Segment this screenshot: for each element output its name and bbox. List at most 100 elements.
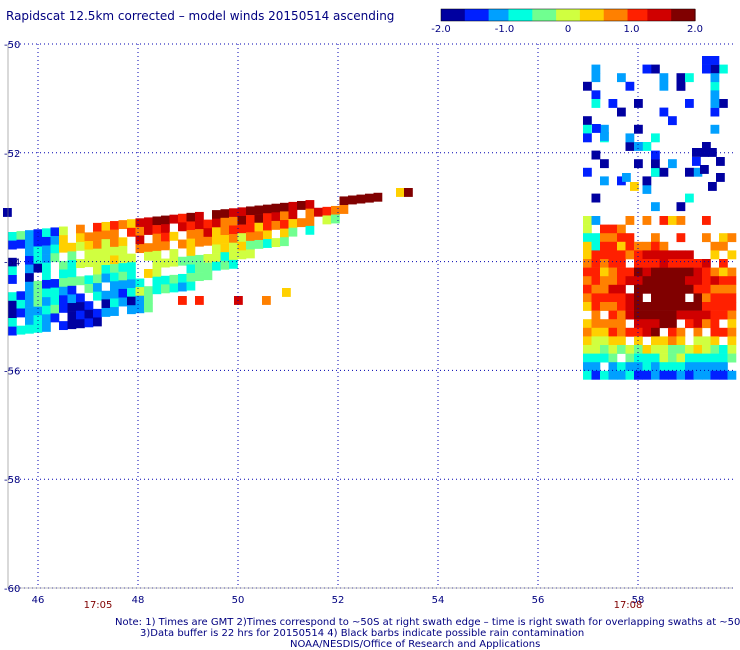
data-cell	[634, 310, 643, 320]
data-cell	[152, 225, 162, 234]
x-tick-label: 56	[532, 595, 545, 606]
data-cell	[634, 250, 643, 260]
data-cell	[195, 237, 204, 247]
colorbar-segment	[484, 9, 490, 21]
data-cell	[365, 193, 374, 203]
data-cell	[118, 263, 128, 273]
data-cell	[719, 362, 728, 372]
data-cell	[50, 304, 60, 314]
data-cell	[617, 293, 626, 303]
data-cell	[84, 309, 94, 319]
colorbar-segment	[691, 9, 696, 21]
data-cell	[634, 284, 643, 294]
data-cell	[583, 259, 592, 268]
data-cell	[110, 272, 119, 282]
data-cell	[583, 370, 592, 380]
data-cell	[591, 336, 601, 346]
colorbar-tick-label: 2.0	[687, 24, 703, 35]
data-cell	[186, 273, 196, 282]
data-cell	[710, 107, 720, 117]
footnote-line-2: 3)Data buffer is 22 hrs for 20150514 4) …	[140, 628, 584, 639]
data-cell	[76, 276, 85, 286]
data-cell	[8, 300, 17, 310]
data-cell	[50, 236, 60, 245]
data-cell	[710, 362, 720, 372]
data-cell	[600, 159, 609, 169]
colorbar-segment	[540, 9, 545, 21]
data-cell	[659, 336, 669, 346]
data-cell	[676, 81, 686, 91]
data-cell	[254, 222, 264, 232]
data-cell	[659, 370, 669, 380]
data-cell	[659, 362, 669, 372]
data-cell	[659, 319, 669, 329]
data-cell	[600, 241, 609, 251]
data-cell	[668, 267, 677, 277]
data-cell	[229, 208, 238, 218]
colorbar-tick-label: -1.0	[495, 24, 515, 35]
data-cell	[246, 240, 255, 250]
data-cell	[583, 133, 592, 143]
data-cell	[692, 157, 701, 166]
data-cell	[33, 229, 43, 239]
data-cell	[118, 220, 128, 230]
data-cell	[203, 236, 213, 246]
data-cell	[719, 233, 728, 243]
data-cell	[651, 370, 660, 380]
data-cell	[25, 255, 34, 265]
data-cell	[710, 56, 720, 65]
data-cell	[600, 276, 609, 286]
data-cell	[651, 64, 660, 74]
data-cell	[676, 276, 686, 286]
data-cell	[127, 262, 136, 272]
data-cell	[212, 244, 221, 254]
data-cell	[186, 255, 196, 265]
data-cell	[600, 132, 609, 141]
data-cell	[59, 226, 68, 236]
data-cell	[642, 267, 652, 277]
colorbar-segment	[611, 9, 617, 21]
data-cell	[237, 233, 247, 243]
data-cell	[186, 221, 196, 231]
data-cell	[608, 224, 618, 234]
colorbar-segment	[536, 9, 541, 21]
data-cell	[76, 310, 85, 320]
data-cell	[676, 216, 686, 225]
data-cell	[101, 273, 111, 283]
data-cell	[246, 206, 255, 216]
colorbar-segment	[603, 9, 609, 21]
colorbar-tick-label: 0	[565, 24, 571, 35]
data-cell	[229, 242, 238, 252]
data-cell	[659, 293, 669, 303]
axes: 46 48 50 52 54 56 58 -50 -52 -54 -56 -58 -60	[4, 40, 733, 606]
data-cell	[67, 303, 77, 312]
data-cell	[693, 293, 703, 303]
data-cell	[144, 294, 153, 304]
data-cell	[348, 195, 357, 205]
colorbar-segment	[607, 9, 613, 21]
data-cell	[59, 260, 68, 270]
data-cell	[101, 221, 111, 231]
data-cell	[634, 353, 643, 363]
data-cell	[651, 302, 660, 311]
data-cell	[583, 216, 592, 225]
colorbar-segment	[528, 9, 533, 21]
data-cell	[608, 327, 618, 337]
data-cell	[642, 362, 652, 372]
data-cell	[608, 259, 618, 268]
data-cell	[600, 176, 609, 186]
data-cell	[719, 241, 728, 251]
data-cell	[592, 124, 601, 133]
data-cell	[195, 263, 204, 273]
data-cell	[110, 229, 119, 239]
data-cell	[33, 246, 43, 256]
data-cell	[186, 281, 196, 291]
data-cell	[583, 345, 592, 354]
data-cell	[617, 319, 626, 329]
data-cell	[710, 284, 720, 294]
data-cell	[702, 267, 711, 277]
data-cell	[33, 255, 43, 264]
data-cell	[161, 275, 170, 285]
data-cell	[710, 276, 720, 286]
data-cell	[186, 264, 196, 274]
